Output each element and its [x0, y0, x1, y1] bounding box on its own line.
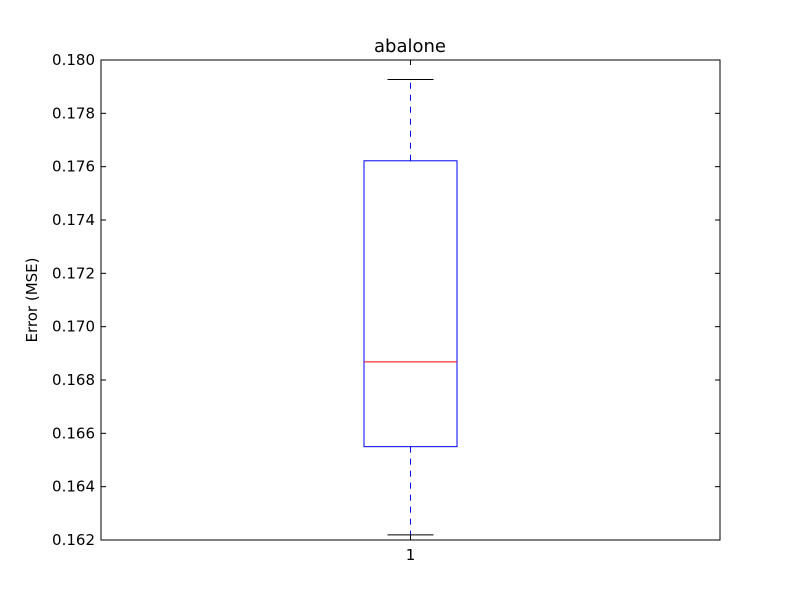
y-axis-label: Error (MSE)	[23, 258, 41, 343]
x-tick-label: 1	[406, 546, 416, 564]
y-tick-label: 0.162	[52, 531, 95, 549]
y-tick-label: 0.172	[52, 264, 95, 282]
y-tick-label: 0.164	[52, 478, 95, 496]
y-tick-label: 0.178	[52, 104, 95, 122]
plot-frame	[100, 59, 721, 541]
box-group	[363, 78, 458, 536]
y-tick-label: 0.176	[52, 158, 95, 176]
iqr-box	[363, 160, 458, 448]
ticks-layer: 0.162 0.164 0.166 0.168 0.170 0.172 0.174 0.176…	[52, 51, 720, 564]
y-tick-label: 0.168	[52, 371, 95, 389]
chart-title: abalone	[374, 36, 446, 57]
y-tick-label: 0.180	[52, 51, 95, 69]
box-layer	[363, 78, 458, 536]
y-tick-label: 0.166	[52, 424, 95, 442]
y-tick-label: 0.174	[52, 211, 95, 229]
y-tick-label: 0.170	[52, 318, 95, 336]
